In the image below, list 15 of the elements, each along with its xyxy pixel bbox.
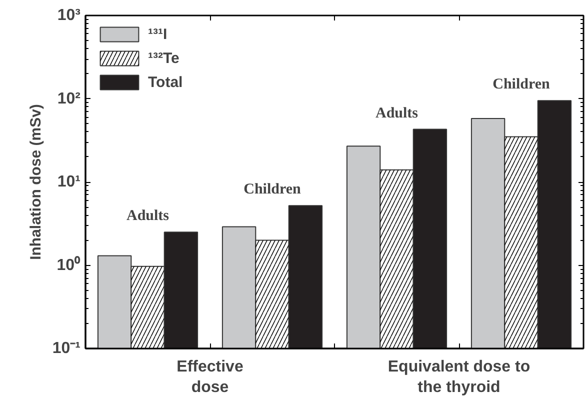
y-tick-label: 10³	[57, 7, 80, 24]
y-axis-title: Inhalation dose (mSv)	[27, 104, 44, 260]
x-tick-label: Adults	[126, 208, 170, 224]
y-tick-label: 10⁻¹	[52, 340, 80, 357]
legend-label: ¹³¹I	[148, 26, 168, 42]
x-tick-label: Children	[492, 76, 551, 93]
text: Effective dose	[176, 358, 244, 396]
x-tick-label: Adults	[375, 105, 418, 122]
legend-label: ¹³²Te	[148, 50, 180, 66]
x-tick-label: Children	[244, 182, 302, 198]
y-tick-label: 10⁰	[56, 256, 80, 274]
legend-label: Total	[148, 74, 183, 90]
y-tick-label: 10²	[57, 90, 80, 108]
y-tick-label: 10¹	[57, 174, 80, 190]
text: Equivalent dose to the thyroid	[388, 358, 530, 396]
